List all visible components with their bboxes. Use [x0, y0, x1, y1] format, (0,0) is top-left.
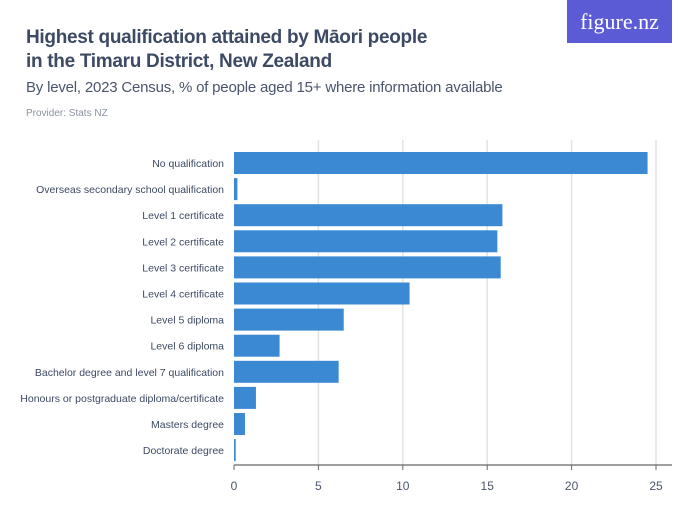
bar — [234, 152, 648, 174]
chart-subtitle: By level, 2023 Census, % of people aged … — [26, 79, 503, 96]
category-label: Bachelor degree and level 7 qualificatio… — [35, 367, 224, 379]
x-tick-label: 15 — [481, 479, 495, 493]
bar — [234, 204, 503, 227]
bar — [234, 178, 238, 201]
category-label: Level 4 certificate — [142, 289, 224, 301]
bar — [234, 256, 501, 279]
bar — [234, 308, 344, 331]
category-label: Overseas secondary school qualification — [36, 184, 224, 196]
figure-nz-logo[interactable]: figure.nz — [567, 0, 672, 43]
category-label: Level 6 diploma — [150, 341, 224, 353]
category-label: No qualification — [152, 158, 224, 170]
x-tick-label: 10 — [396, 479, 410, 493]
category-label: Level 3 certificate — [142, 262, 224, 274]
category-label: Masters degree — [151, 419, 224, 431]
bar — [234, 413, 245, 435]
bar — [234, 282, 410, 305]
bar — [234, 360, 339, 383]
bar — [234, 230, 498, 253]
category-label: Level 5 diploma — [150, 315, 224, 327]
category-label: Doctorate degree — [143, 445, 224, 457]
category-label: Honours or postgraduate diploma/certific… — [20, 393, 224, 405]
provider-label: Provider: Stats NZ — [26, 108, 108, 119]
chart-title: Highest qualification attained by Māori … — [26, 27, 428, 72]
x-tick-label: 25 — [649, 479, 663, 493]
bar — [234, 439, 236, 462]
category-label: Level 1 certificate — [142, 210, 224, 222]
bar — [234, 386, 256, 409]
category-label: Level 2 certificate — [142, 236, 224, 248]
bar — [234, 334, 280, 357]
x-tick-label: 20 — [565, 479, 579, 493]
x-tick-label: 0 — [231, 479, 238, 493]
x-tick-label: 5 — [315, 479, 322, 493]
